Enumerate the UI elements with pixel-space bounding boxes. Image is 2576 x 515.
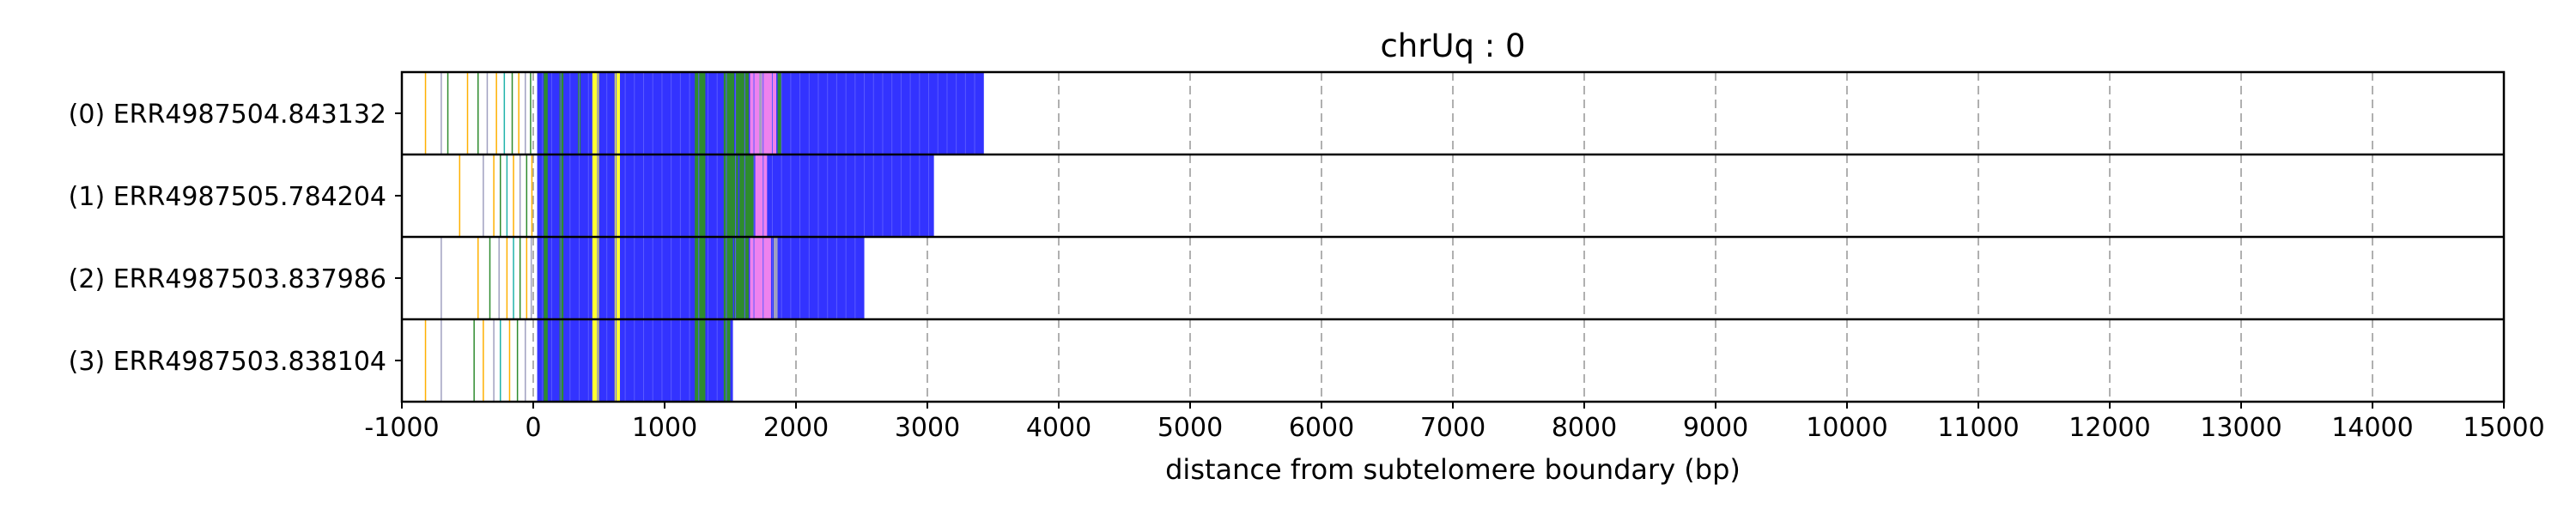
x-tick-label-15: 14000 [2331,413,2413,443]
read-1-segment-5 [695,154,706,237]
x-tick-label-9: 8000 [1552,413,1617,443]
read-0-segment-6 [695,72,706,154]
read-0-segment-11 [777,72,782,154]
x-tick-label-10: 9000 [1683,413,1748,443]
read-row-2 [440,237,865,319]
chart-title: chrUq : 0 [1380,27,1525,64]
x-tick-label-7: 6000 [1289,413,1354,443]
read-3-segment-2 [559,319,564,402]
x-tick-label-3: 2000 [763,413,829,443]
x-tick-label-16: 15000 [2463,413,2544,443]
reads [424,72,984,402]
read-1-segment-3 [592,154,599,237]
read-label-2: (2) ERR4987503.837986 [69,264,386,294]
read-label-0: (0) ERR4987504.843132 [69,100,386,130]
read-2-segment-9 [773,237,778,319]
read-3-segment-5 [695,319,706,402]
read-2-segment-8 [750,237,771,319]
read-3-segment-3 [592,319,599,402]
read-row-3 [424,319,733,402]
read-3-segment-6 [723,319,731,402]
read-1-segment-1 [544,154,548,237]
read-2-segment-3 [592,237,599,319]
read-label-1: (1) ERR4987505.784204 [69,182,386,212]
x-tick-label-13: 12000 [2069,413,2150,443]
x-axis-label: distance from subtelomere boundary (bp) [1165,453,1741,486]
read-2-segment-2 [559,237,564,319]
x-tick-label-1: 0 [525,413,541,443]
read-1-segment-4 [614,154,620,237]
read-0-segment-4 [592,72,599,154]
x-tick-label-14: 13000 [2200,413,2281,443]
read-row-0 [424,72,984,154]
read-3-segment-4 [614,319,620,402]
read-0-segment-7 [723,72,735,154]
read-2-segment-5 [695,237,706,319]
read-1-segment-7 [739,154,755,237]
x-tick-label-11: 10000 [1806,413,1887,443]
read-2-segment-4 [614,237,620,319]
read-0-segment-10 [759,72,762,154]
x-axis: -1000 0 1000 2000 3000 4000 5000 6000 7000 8000 90… [364,402,2545,443]
read-0-segment-1 [544,72,548,154]
read-0-segment-8 [735,72,749,154]
x-tick-label-2: 1000 [632,413,697,443]
read-1-segment-2 [559,154,564,237]
x-tick-label-6: 5000 [1157,413,1223,443]
read-0-segment-2 [559,72,564,154]
read-2-segment-7 [734,237,749,319]
x-tick-label-4: 3000 [895,413,960,443]
read-1-segment-8 [755,154,768,237]
read-labels: (0) ERR4987504.843132 (1) ERR4987505.7842… [69,100,402,377]
read-2-segment-6 [723,237,733,319]
read-2-segment-1 [544,237,548,319]
x-tick-label-0: -1000 [364,413,439,443]
x-tick-label-12: 11000 [1937,413,2019,443]
x-tick-label-5: 4000 [1026,413,1091,443]
read-3-segment-1 [544,319,548,402]
read-0-segment-5 [614,72,620,154]
read-row-1 [459,154,934,237]
read-1-segment-6 [723,154,738,237]
read-label-3: (3) ERR4987503.838104 [69,347,386,377]
x-tick-label-8: 7000 [1420,413,1485,443]
